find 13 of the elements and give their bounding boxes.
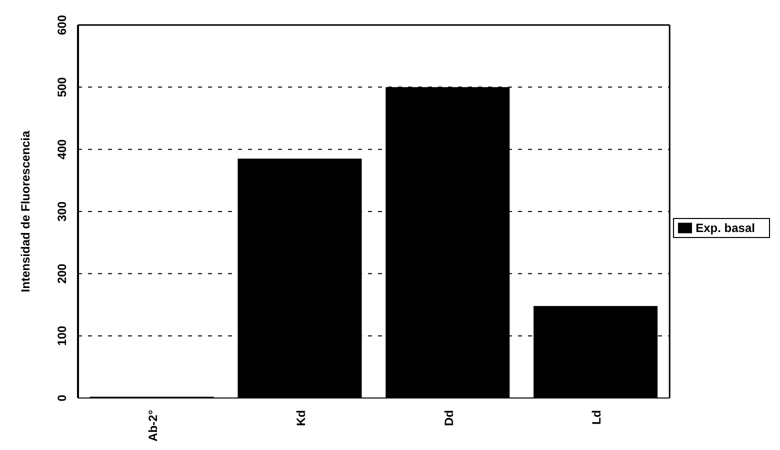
y-tick-label: 300 bbox=[55, 201, 69, 222]
x-tick-label: Kd bbox=[294, 410, 308, 426]
y-tick-label: 500 bbox=[55, 76, 69, 98]
legend-label: Exp. basal bbox=[696, 220, 755, 235]
y-tick-label: 0 bbox=[55, 394, 69, 402]
y-tick-label: 400 bbox=[55, 139, 69, 160]
x-tick-label: Dd bbox=[442, 410, 456, 426]
y-tick-label: 100 bbox=[55, 326, 69, 346]
y-tick-label: 600 bbox=[55, 14, 69, 36]
y-tick-label: 200 bbox=[55, 263, 69, 284]
y-axis-title: Intensidad de Fluorescencia bbox=[18, 130, 32, 292]
x-tick-label: Ab-2° bbox=[146, 410, 160, 442]
x-tick-label: Ld bbox=[590, 410, 604, 425]
